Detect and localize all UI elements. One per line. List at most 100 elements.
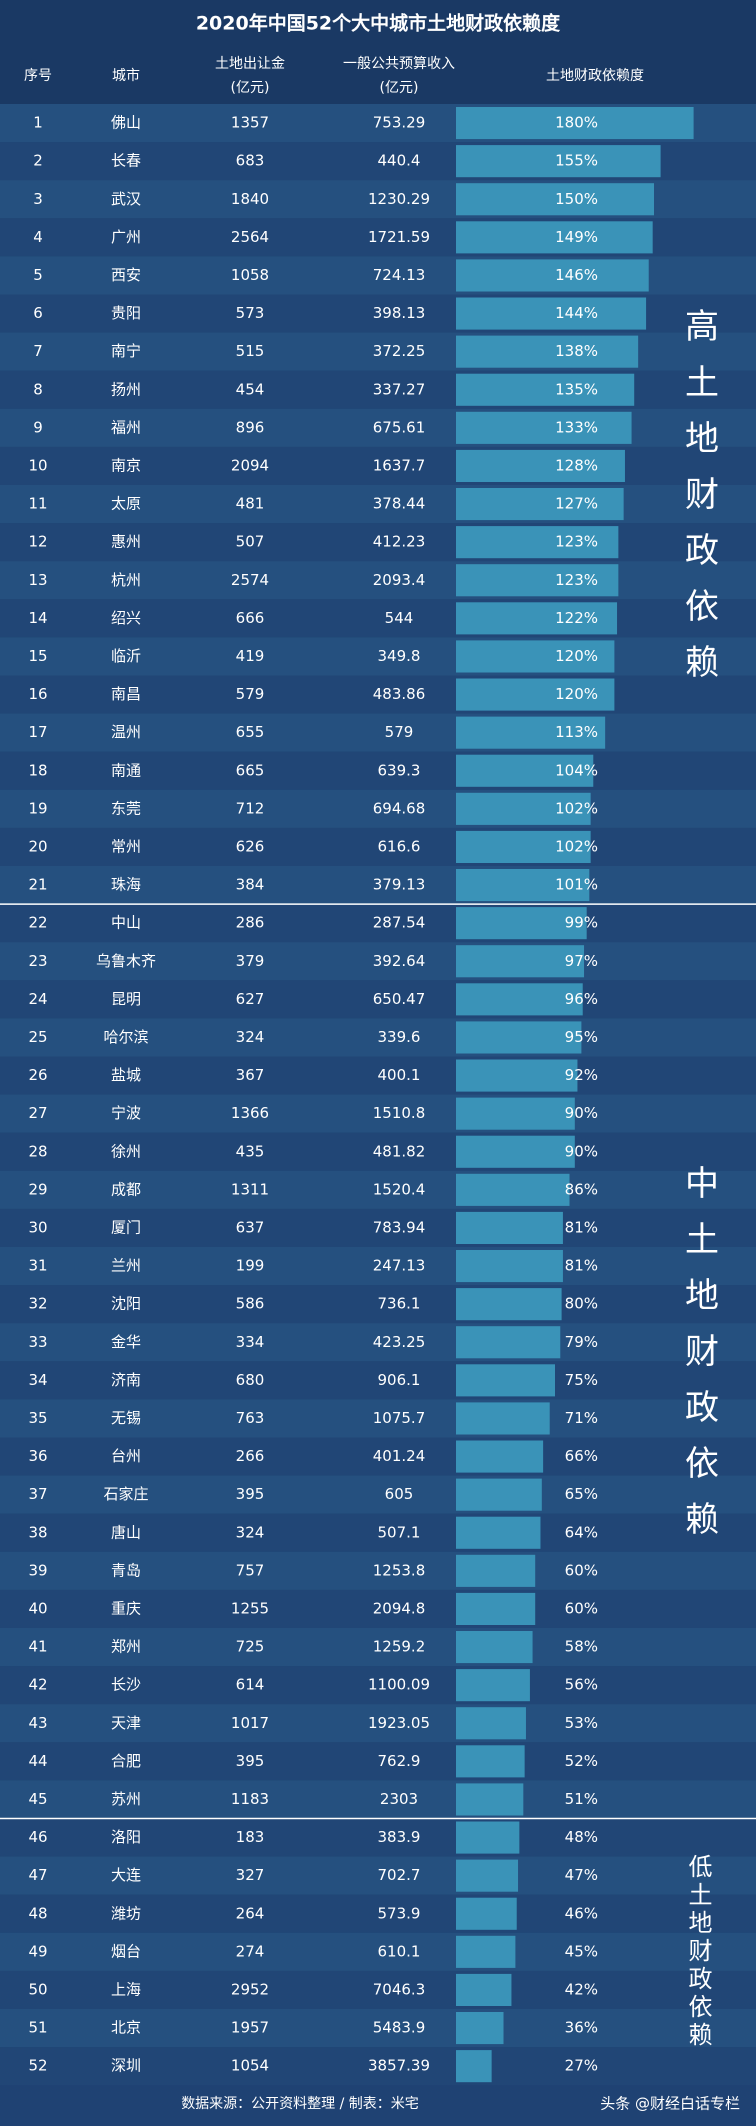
rank: 23 bbox=[28, 952, 47, 970]
column-unit: (亿元) bbox=[231, 80, 270, 96]
value-label: 47% bbox=[565, 1866, 598, 1884]
city: 郑州 bbox=[111, 1638, 141, 1656]
value-label: 150% bbox=[555, 190, 598, 208]
city: 徐州 bbox=[111, 1142, 141, 1160]
budget-revenue: 349.8 bbox=[378, 647, 421, 665]
bar bbox=[456, 1440, 544, 1473]
city: 成都 bbox=[111, 1180, 141, 1198]
land-sales: 264 bbox=[236, 1904, 265, 1922]
bar bbox=[456, 221, 653, 254]
value-label: 99% bbox=[565, 914, 598, 932]
bar bbox=[456, 1326, 561, 1359]
rank: 48 bbox=[28, 1904, 47, 1922]
group-label: 低土地财政依赖 bbox=[684, 1854, 712, 2050]
city: 临沂 bbox=[111, 647, 141, 665]
row-band bbox=[0, 1361, 756, 1400]
city: 哈尔滨 bbox=[103, 1028, 148, 1046]
row-band bbox=[0, 1208, 756, 1247]
rank: 42 bbox=[28, 1676, 47, 1694]
bar bbox=[456, 1631, 533, 1664]
city: 长沙 bbox=[111, 1676, 141, 1694]
value-label: 90% bbox=[565, 1142, 598, 1160]
row-band bbox=[0, 675, 756, 714]
rank: 39 bbox=[28, 1561, 47, 1579]
city: 长春 bbox=[111, 152, 141, 170]
rank: 24 bbox=[28, 990, 47, 1008]
value-label: 123% bbox=[555, 533, 598, 551]
bar bbox=[456, 602, 618, 635]
rank: 14 bbox=[28, 609, 47, 627]
bar bbox=[456, 830, 591, 863]
city: 珠海 bbox=[111, 876, 141, 894]
value-label: 56% bbox=[565, 1676, 598, 1694]
budget-revenue: 579 bbox=[385, 723, 414, 741]
bar bbox=[456, 1745, 525, 1778]
row-band bbox=[0, 1589, 756, 1628]
row-band bbox=[0, 1399, 756, 1438]
value-label: 60% bbox=[565, 1599, 598, 1617]
rank: 9 bbox=[33, 418, 43, 436]
city: 无锡 bbox=[111, 1409, 141, 1427]
budget-revenue: 616.6 bbox=[378, 837, 421, 855]
land-sales: 327 bbox=[236, 1866, 265, 1884]
value-label: 144% bbox=[555, 304, 598, 322]
row-band bbox=[0, 1932, 756, 1971]
rank: 45 bbox=[28, 1790, 47, 1808]
value-label: 81% bbox=[565, 1257, 598, 1275]
value-label: 66% bbox=[565, 1447, 598, 1465]
city: 武汉 bbox=[111, 190, 141, 208]
value-label: 79% bbox=[565, 1333, 598, 1351]
value-label: 102% bbox=[555, 837, 598, 855]
land-sales: 2094 bbox=[231, 456, 269, 474]
rank: 2 bbox=[33, 152, 43, 170]
budget-revenue: 401.24 bbox=[373, 1447, 426, 1465]
budget-revenue: 247.13 bbox=[373, 1257, 426, 1275]
land-sales: 614 bbox=[236, 1676, 265, 1694]
land-sales: 1183 bbox=[231, 1790, 269, 1808]
row-band bbox=[0, 1285, 756, 1324]
city: 宁波 bbox=[111, 1104, 141, 1122]
bar bbox=[456, 754, 594, 787]
land-sales: 419 bbox=[236, 647, 265, 665]
bar bbox=[456, 716, 606, 749]
land-sales: 1366 bbox=[231, 1104, 269, 1122]
rank: 50 bbox=[28, 1980, 47, 1998]
budget-revenue: 507.1 bbox=[378, 1523, 421, 1541]
value-label: 133% bbox=[555, 418, 598, 436]
source-note: 数据来源：公开资料整理 / 制表：米宅 bbox=[181, 2096, 419, 2112]
land-sales: 666 bbox=[236, 609, 265, 627]
value-label: 92% bbox=[565, 1066, 598, 1084]
bar bbox=[456, 1250, 563, 1283]
land-sales: 665 bbox=[236, 761, 265, 779]
rank: 7 bbox=[33, 342, 43, 360]
row-band bbox=[0, 1818, 756, 1857]
bar bbox=[456, 640, 615, 673]
bar bbox=[456, 1821, 520, 1854]
bar bbox=[456, 792, 591, 825]
land-sales: 454 bbox=[236, 380, 265, 398]
bar bbox=[456, 145, 661, 178]
city: 南昌 bbox=[111, 685, 141, 703]
rank: 1 bbox=[33, 114, 43, 132]
row-band bbox=[0, 2009, 756, 2048]
row-band bbox=[0, 523, 756, 562]
value-label: 71% bbox=[565, 1409, 598, 1427]
value-label: 90% bbox=[565, 1104, 598, 1122]
rank: 46 bbox=[28, 1828, 47, 1846]
budget-revenue: 1510.8 bbox=[373, 1104, 426, 1122]
bar bbox=[456, 1059, 578, 1092]
value-label: 48% bbox=[565, 1828, 598, 1846]
value-label: 81% bbox=[565, 1218, 598, 1236]
budget-revenue: 398.13 bbox=[373, 304, 426, 322]
rank: 8 bbox=[33, 380, 43, 398]
budget-revenue: 5483.9 bbox=[373, 2019, 426, 2037]
city: 广州 bbox=[111, 228, 141, 246]
bar bbox=[456, 488, 624, 521]
budget-revenue: 383.9 bbox=[378, 1828, 421, 1846]
row-band bbox=[0, 561, 756, 600]
budget-revenue: 287.54 bbox=[373, 914, 426, 932]
rank: 13 bbox=[28, 571, 47, 589]
value-label: 155% bbox=[555, 152, 598, 170]
land-sales: 2564 bbox=[231, 228, 269, 246]
